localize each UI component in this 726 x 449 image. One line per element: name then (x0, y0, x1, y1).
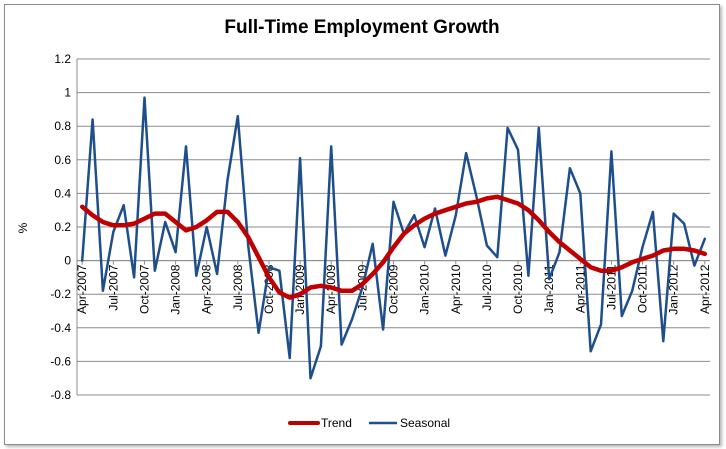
y-tick-label: 0.6 (54, 153, 71, 167)
x-tick-label: Jan-2009 (293, 264, 307, 314)
y-tick-label: 0 (64, 254, 71, 268)
line-chart: Full-Time Employment Growth % -0.8-0.6-0… (16, 17, 712, 430)
y-tick-label: -0.8 (50, 388, 71, 402)
x-tick-label: Oct-2010 (511, 264, 525, 314)
x-tick-label: Jan-2008 (169, 264, 183, 314)
x-tick-label: Jul-2007 (106, 264, 120, 310)
x-tick-label: Jul-2008 (231, 264, 245, 310)
x-tick-label: Apr-2007 (75, 264, 89, 314)
x-tick-label: Apr-2011 (573, 264, 587, 313)
x-tick-labels: Apr-2007 Jul-2007 Oct-2007 Jan-2008 Apr-2008… (75, 264, 712, 314)
x-tick-label: Jul-2010 (480, 264, 494, 310)
x-tick-label: Jan-2012 (667, 264, 681, 314)
chart-title: Full-Time Employment Growth (224, 17, 499, 38)
x-tick-label: Apr-2010 (449, 264, 463, 314)
x-tick-label: Jan-2011 (542, 264, 556, 313)
series-line-seasonal (80, 96, 707, 380)
x-tick-label: Apr-2008 (200, 264, 214, 314)
series-line-trend (79, 194, 708, 300)
legend-trend-label: Trend (321, 416, 352, 430)
series-lines (79, 96, 708, 380)
y-tick-label: 1 (64, 86, 71, 100)
y-tick-label: -0.2 (50, 287, 71, 301)
x-tick-label: Jan-2010 (418, 264, 432, 314)
legend: Trend Seasonal (288, 416, 450, 430)
y-tick-label: 0.8 (54, 119, 71, 133)
x-tick-label: Oct-2011 (636, 264, 650, 313)
y-tick-label: 1.2 (54, 52, 71, 66)
y-tick-label: -0.6 (50, 354, 71, 368)
x-tick-label: Oct-2008 (262, 264, 276, 314)
y-tick-label: 0.4 (54, 186, 71, 200)
x-tick-label: Oct-2007 (137, 264, 151, 314)
x-tick-label: Oct-2009 (387, 264, 401, 314)
y-tick-label: -0.4 (50, 321, 71, 335)
y-tick-label: 0.2 (54, 220, 71, 234)
x-tick-label: Jul-2011 (604, 264, 618, 309)
y-tick-labels: -0.8 -0.6 -0.4 -0.2 0 0.2 0.4 0.6 0.8 1 1.2 (50, 52, 71, 402)
x-tick-label: Apr-2012 (698, 264, 712, 314)
legend-seasonal-label: Seasonal (400, 416, 450, 430)
y-axis-label: % (16, 222, 30, 233)
chart-frame: Full-Time Employment Growth % -0.8 -0.6 -0… (4, 4, 720, 445)
